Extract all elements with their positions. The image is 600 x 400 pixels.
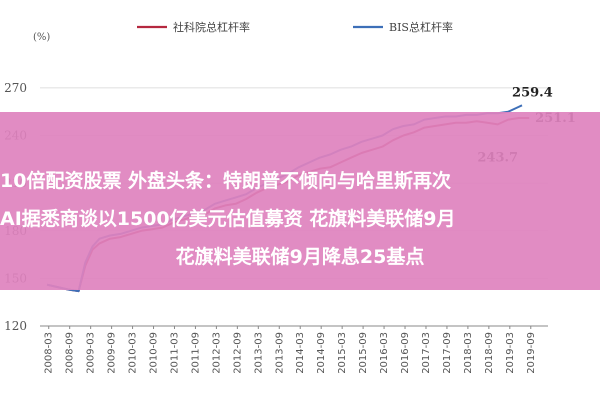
x-tick-label: 2017-09 xyxy=(442,332,453,374)
banner-line-2: AI据悉商谈以1500亿美元估值募资 花旗料美联储9月 xyxy=(0,208,456,230)
y-unit-label: (%) xyxy=(33,32,50,43)
x-tick-label: 2016-03 xyxy=(379,332,390,374)
x-tick-label: 2015-09 xyxy=(358,332,369,374)
x-tick-label: 2013-03 xyxy=(253,332,264,374)
x-tick-label: 2015-03 xyxy=(337,332,348,374)
x-tick-label: 2010-03 xyxy=(128,332,139,374)
x-tick-label: 2019-09 xyxy=(526,332,537,374)
news-banner-overlay[interactable]: 10倍配资股票 外盘头条：特朗普不倾向与哈里斯再次 AI据悉商谈以1500亿美元… xyxy=(0,112,600,290)
x-tick-label: 2019-03 xyxy=(505,332,516,374)
x-tick-label: 2016-09 xyxy=(400,332,411,374)
x-tick-label: 2009-03 xyxy=(86,332,97,374)
banner-line-1: 10倍配资股票 外盘头条：特朗普不倾向与哈里斯再次 xyxy=(0,170,452,192)
x-tick-label: 2011-03 xyxy=(169,332,180,374)
legend-label: 社科院总杠杆率 xyxy=(173,20,250,34)
y-tick-label: 270 xyxy=(4,81,27,95)
x-tick-label: 2018-03 xyxy=(463,332,474,374)
x-tick-label: 2012-09 xyxy=(232,332,243,374)
x-tick-label: 2014-03 xyxy=(295,332,306,374)
legend-label: BIS总杠杆率 xyxy=(389,20,453,34)
x-tick-label: 2011-09 xyxy=(190,332,201,374)
y-tick-label: 120 xyxy=(4,319,27,333)
data-annotation: 259.4 xyxy=(512,86,553,101)
x-tick-label: 2014-09 xyxy=(316,332,327,374)
x-tick-label: 2018-09 xyxy=(484,332,495,374)
x-tick-label: 2013-09 xyxy=(274,332,285,374)
x-tick-label: 2017-03 xyxy=(421,332,432,374)
x-tick-label: 2009-09 xyxy=(107,332,118,374)
x-tick-label: 2008-09 xyxy=(65,332,76,374)
banner-line-3: 花旗料美联储9月降息25基点 xyxy=(175,246,425,268)
x-tick-label: 2010-09 xyxy=(149,332,160,374)
x-tick-label: 2008-03 xyxy=(44,332,55,374)
x-tick-label: 2012-03 xyxy=(211,332,222,374)
